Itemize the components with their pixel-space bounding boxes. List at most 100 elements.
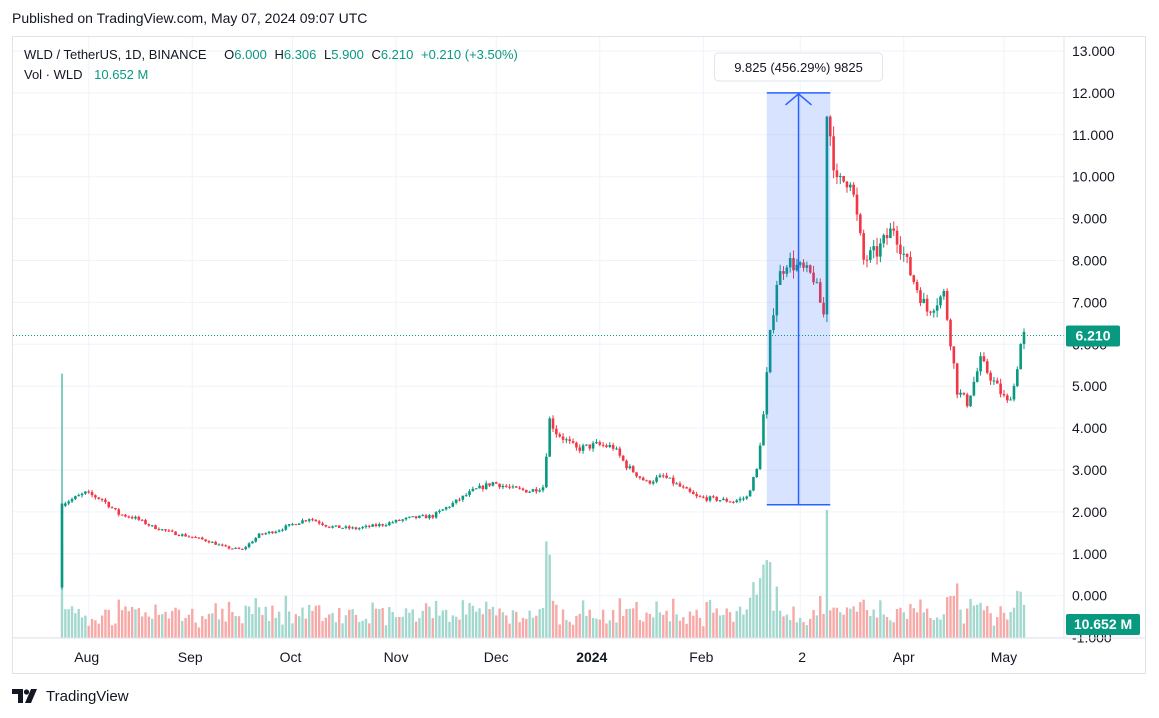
volume-bar	[177, 609, 181, 638]
candle-body	[815, 282, 819, 284]
volume-bar	[495, 615, 498, 638]
volume-bar	[444, 609, 448, 638]
volume-row: Vol · WLD 10.652 M	[24, 65, 522, 85]
x-tick-label: Nov	[384, 649, 409, 665]
candle-body	[581, 445, 585, 451]
volume-bar	[381, 608, 384, 638]
candle-body	[421, 515, 425, 517]
candle-body	[398, 519, 401, 521]
candle-body	[852, 184, 855, 195]
volume-bar	[852, 606, 855, 638]
candle-body	[237, 547, 241, 549]
candle-body	[618, 448, 622, 456]
y-tick-label: 8.000	[1072, 253, 1107, 269]
volume-bar	[401, 616, 404, 638]
volume-bar	[658, 612, 662, 638]
volume-bar	[605, 623, 608, 638]
candle-body	[952, 346, 956, 364]
candle-body	[985, 361, 989, 373]
candle-body	[184, 534, 187, 537]
candle-body	[117, 509, 121, 515]
volume-bar	[358, 621, 361, 638]
volume-bar	[301, 607, 304, 638]
candle-body	[297, 523, 301, 525]
candle-body	[541, 487, 545, 491]
volume-bar	[194, 622, 197, 638]
candle-body	[692, 491, 695, 495]
volume-bar	[60, 543, 64, 638]
volume-bar	[982, 610, 986, 638]
candle-body	[648, 480, 652, 484]
symbol-label[interactable]: WLD / TetherUS, 1D, BINANCE	[24, 47, 207, 62]
volume-label[interactable]: Vol · WLD	[24, 67, 83, 82]
volume-bar	[792, 606, 795, 638]
volume-bar	[869, 616, 872, 638]
volume-bar	[100, 615, 104, 638]
volume-bar	[171, 610, 174, 638]
candle-body	[327, 526, 331, 528]
volume-bar	[324, 617, 328, 638]
volume-bar	[237, 616, 241, 638]
measure-label: 9.825 (456.29%) 9825	[734, 60, 863, 75]
candle-body	[147, 524, 151, 526]
candle-body	[925, 298, 929, 312]
candle-body	[615, 448, 618, 450]
volume-bar	[70, 606, 74, 638]
tradingview-logo-icon	[12, 689, 37, 703]
volume-bar	[1012, 607, 1016, 638]
volume-bar	[314, 605, 318, 638]
volume-bar	[398, 616, 401, 638]
volume-bar	[735, 611, 738, 638]
volume-bar	[832, 607, 835, 638]
volume-bar	[725, 608, 728, 638]
volume-bar	[638, 620, 642, 638]
volume-bar	[1022, 604, 1026, 638]
tradingview-brand[interactable]: TradingView	[12, 686, 129, 706]
volume-bar	[217, 619, 221, 638]
candle-body	[434, 512, 438, 518]
candle-body	[611, 445, 615, 449]
candle-body	[929, 311, 932, 313]
volume-bar	[578, 613, 581, 638]
candle-body	[194, 537, 197, 539]
volume-bar	[174, 607, 177, 638]
candle-body	[364, 525, 368, 528]
volume-bar	[839, 612, 842, 638]
candle-body	[304, 520, 308, 522]
volume-bar	[328, 614, 331, 638]
volume-bar	[962, 623, 966, 638]
volume-bar	[969, 598, 972, 638]
candle-body	[778, 271, 782, 285]
volume-bar	[338, 607, 341, 638]
candle-body	[284, 525, 288, 530]
candle-body	[137, 516, 141, 520]
volume-bar	[996, 617, 999, 638]
candle-body	[418, 515, 421, 518]
candle-body	[197, 537, 201, 539]
volume-bar	[899, 607, 902, 638]
volume-bar	[508, 623, 511, 638]
volume-bar	[318, 605, 321, 638]
y-tick-label: 1.000	[1072, 546, 1107, 562]
candle-body	[207, 541, 211, 543]
volume-bar	[845, 607, 849, 638]
price-tag-box	[1066, 325, 1120, 347]
candle-body	[879, 243, 882, 257]
volume-bar	[147, 616, 151, 638]
candle-body	[718, 500, 722, 502]
x-tick-label: 2024	[576, 649, 607, 665]
volume-bar	[77, 608, 80, 638]
candle-body	[401, 519, 405, 521]
candle-body	[942, 290, 946, 297]
volume-bar	[565, 619, 568, 638]
candle-body	[501, 485, 505, 488]
volume-bar	[1019, 591, 1022, 638]
volume-bar	[157, 614, 161, 638]
volume-bar	[802, 622, 805, 638]
candle-body	[628, 466, 632, 469]
candle-body	[301, 520, 304, 524]
volume-bar	[672, 598, 675, 638]
volume-bar	[234, 616, 237, 638]
volume-bar	[201, 616, 204, 638]
